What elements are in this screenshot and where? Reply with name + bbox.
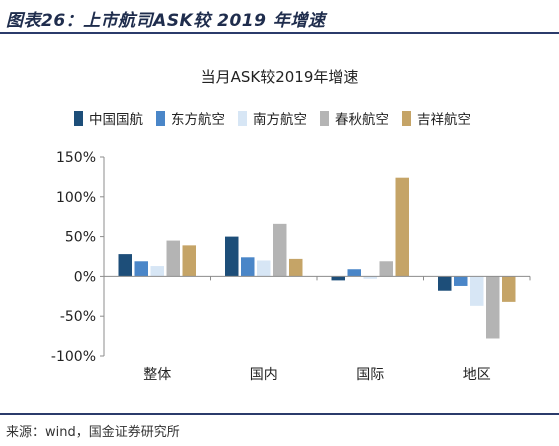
legend-label: 春秋航空: [335, 112, 389, 128]
bar: [150, 266, 164, 277]
bar: [166, 240, 180, 277]
figure-title: 图表26：上市航司ASK较 2019 年增速: [6, 11, 326, 31]
bar: [289, 258, 303, 277]
y-tick-label: 150%: [56, 150, 96, 166]
y-tick-label: -100%: [51, 349, 96, 365]
bar: [273, 223, 287, 277]
legend-swatch: [74, 110, 83, 126]
bar: [182, 245, 196, 277]
legend-swatch: [320, 110, 329, 126]
y-tick-label: 0%: [74, 269, 96, 285]
bar: [134, 261, 148, 277]
legend-item: 东方航空: [156, 108, 225, 128]
y-tick-label: -50%: [60, 309, 96, 325]
legend-label: 东方航空: [171, 112, 225, 128]
header-rule: [0, 32, 559, 34]
bar: [454, 276, 468, 286]
bar: [225, 236, 239, 277]
legend-swatch: [238, 110, 247, 126]
bar: [395, 177, 409, 277]
legend-label: 中国国航: [89, 112, 143, 128]
bar: [502, 276, 516, 302]
legend-swatch: [402, 110, 411, 126]
legend-label: 吉祥航空: [417, 112, 471, 128]
legend-label: 南方航空: [253, 112, 307, 128]
footer-rule: [0, 413, 559, 415]
source-note: 来源：wind，国金证券研究所: [6, 425, 180, 440]
x-category-label: 国际: [356, 367, 384, 383]
bar: [241, 257, 255, 277]
legend-item: 吉祥航空: [402, 108, 471, 128]
bar: [470, 276, 484, 306]
legend-item: 春秋航空: [320, 108, 389, 128]
bar: [438, 276, 452, 291]
chart-legend: 中国国航 东方航空 南方航空 春秋航空 吉祥航空: [74, 108, 471, 128]
bar: [363, 276, 377, 279]
bar: [118, 254, 132, 277]
bar: [379, 261, 393, 277]
legend-item: 中国国航: [74, 108, 143, 128]
legend-swatch: [156, 110, 165, 126]
bar: [331, 276, 345, 281]
chart-title: 当月ASK较2019年增速: [200, 68, 359, 86]
legend-item: 南方航空: [238, 108, 307, 128]
bar: [347, 269, 361, 277]
y-tick-label: 100%: [56, 190, 96, 206]
bar: [257, 260, 271, 277]
y-tick-label: 50%: [65, 230, 96, 246]
x-category-label: 国内: [250, 367, 278, 383]
x-category-label: 地区: [463, 367, 491, 383]
bar: [486, 276, 500, 339]
x-category-label: 整体: [143, 367, 171, 383]
